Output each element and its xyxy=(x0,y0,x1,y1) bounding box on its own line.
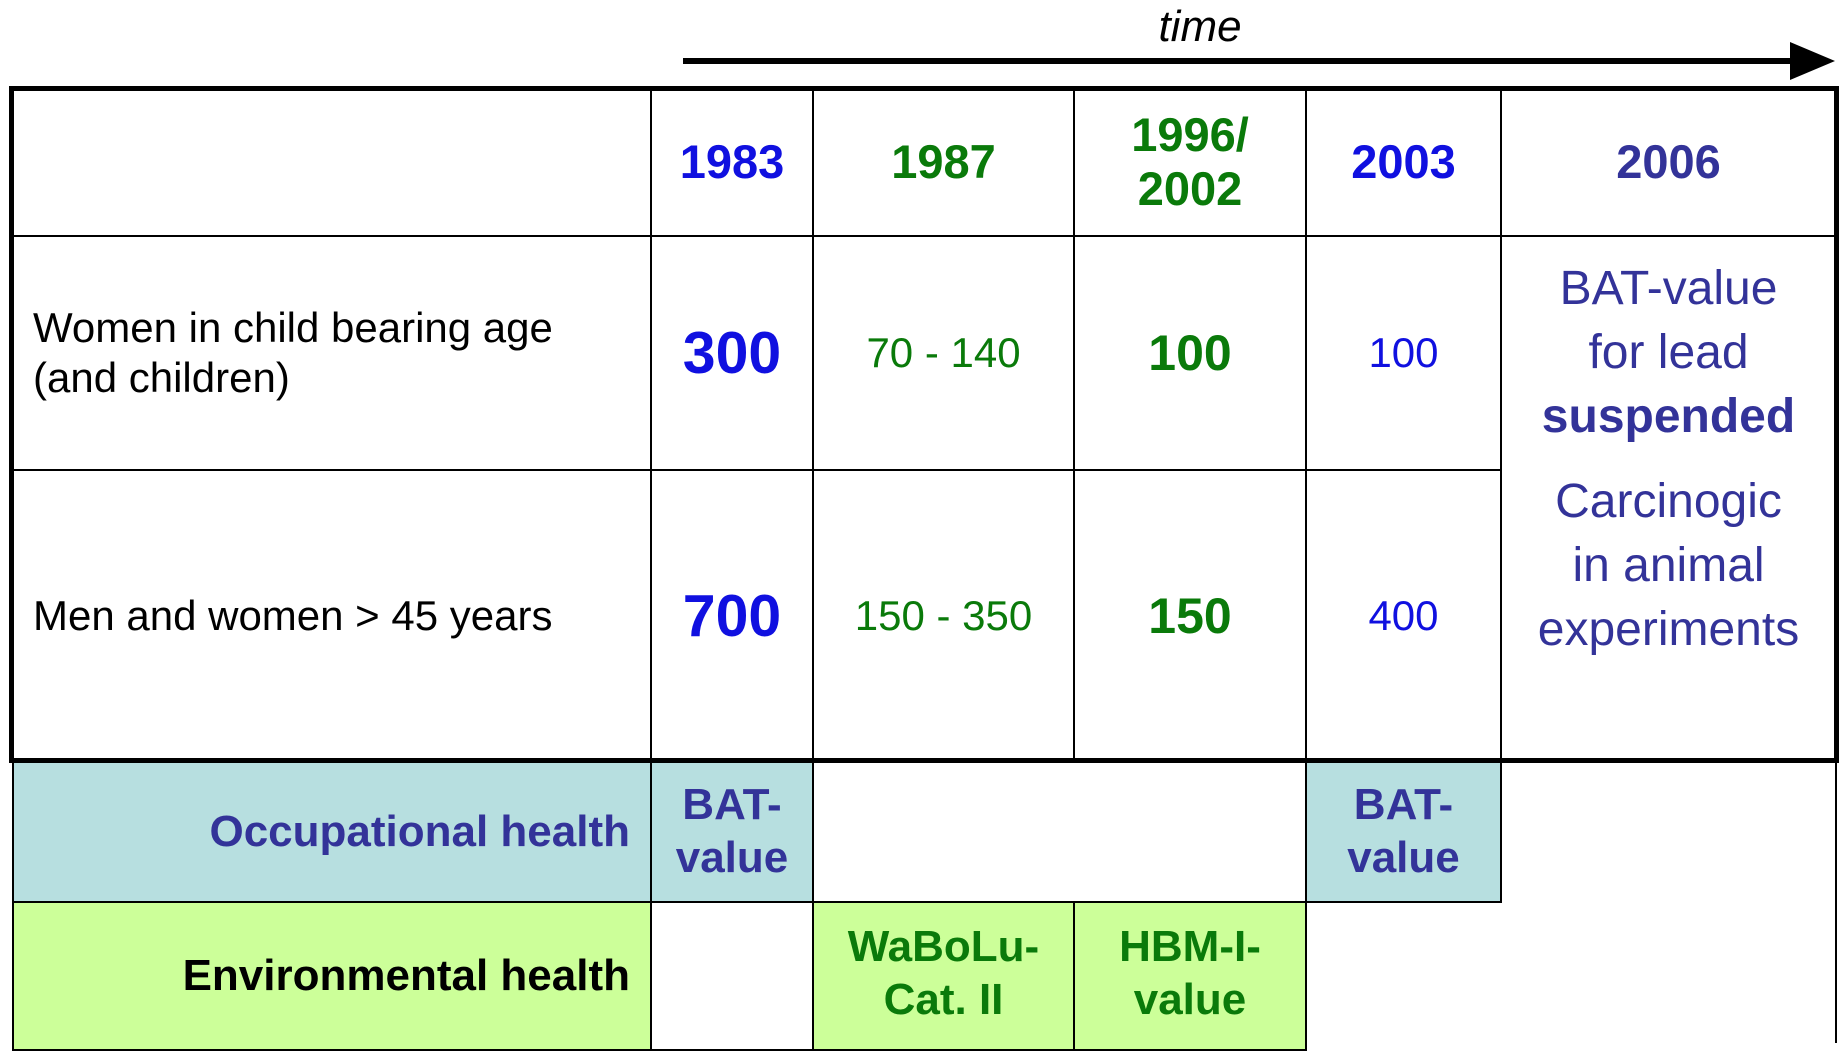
cell-text: 150 - 350 xyxy=(854,591,1033,639)
cell: 150 xyxy=(1073,469,1307,763)
label-line: Men and women > 45 years xyxy=(33,591,553,639)
label-line: Women in child bearing age xyxy=(33,303,553,351)
environmental-label: Environmental health xyxy=(12,901,652,1051)
cell: 100 xyxy=(1073,235,1307,471)
header-text: 2006 xyxy=(1616,134,1721,188)
occupational-cell: BAT-value xyxy=(650,761,814,903)
time-label: time xyxy=(1158,2,1242,51)
cell-text: BAT- xyxy=(682,780,782,830)
cell-text: value xyxy=(1133,974,1247,1024)
header-text: 1996/ xyxy=(1131,107,1249,161)
note-line: Carcinogic xyxy=(1555,475,1782,529)
cell-text: WaBoLu- xyxy=(847,922,1040,971)
environmental-cell: HBM-I-value xyxy=(1073,901,1307,1051)
col-header: 2006 xyxy=(1500,87,1837,237)
cell-text: BAT- xyxy=(1353,780,1454,830)
empty-cell xyxy=(812,761,1307,903)
cell-text: value xyxy=(1347,833,1460,882)
cell-text: 100 xyxy=(1368,328,1439,376)
cell-text: HBM-I- xyxy=(1119,922,1261,971)
note-line: for lead xyxy=(1588,325,1749,379)
label-line: (and children) xyxy=(33,354,290,401)
note-line: experiments xyxy=(1537,603,1800,657)
row-label: Women in child bearing age (and children) xyxy=(9,235,652,471)
right-edge xyxy=(1835,761,1837,1043)
cell: 300 xyxy=(650,235,814,471)
cell-text: 700 xyxy=(682,582,782,649)
cell-text: 400 xyxy=(1368,591,1439,639)
col-header: 1996/2002 xyxy=(1073,87,1307,237)
cell: 70 - 140 xyxy=(812,235,1075,471)
occupational-cell: BAT-value xyxy=(1305,761,1502,903)
note-line: in animal xyxy=(1572,539,1765,593)
header-text: 2003 xyxy=(1351,134,1456,188)
note-bold: suspended xyxy=(1541,389,1796,443)
cell-text: value xyxy=(675,833,789,882)
cell: 150 - 350 xyxy=(812,469,1075,763)
cell: 700 xyxy=(650,469,814,763)
empty-cell xyxy=(650,901,814,1051)
environmental-cell: WaBoLu- Cat. II xyxy=(812,901,1075,1051)
time-arrow xyxy=(683,42,1835,80)
col-header: 1983 xyxy=(650,87,814,237)
header-text: 1983 xyxy=(679,134,785,188)
label-text: Occupational health xyxy=(209,806,630,856)
occupational-label: Occupational health xyxy=(12,761,652,903)
col-header: 2003 xyxy=(1305,87,1502,237)
note-line: BAT-value xyxy=(1559,262,1778,315)
label-text: Environmental health xyxy=(182,950,630,1000)
cell-text: 100 xyxy=(1148,325,1232,381)
cell-text: 70 - 140 xyxy=(866,328,1021,376)
row-label: Men and women > 45 years xyxy=(9,469,652,763)
cell: 100 xyxy=(1305,235,1502,471)
corner-cell xyxy=(9,87,652,237)
cell-text: Cat. II xyxy=(883,974,1004,1024)
note-cell: BAT-value for lead suspended Carcinogic … xyxy=(1500,235,1837,763)
header-text: 2002 xyxy=(1137,162,1243,215)
cell: 400 xyxy=(1305,469,1502,763)
header-text: 1987 xyxy=(891,134,996,188)
col-header: 1987 xyxy=(812,87,1075,237)
cell-text: 300 xyxy=(682,319,782,386)
cell-text: 150 xyxy=(1148,588,1232,644)
